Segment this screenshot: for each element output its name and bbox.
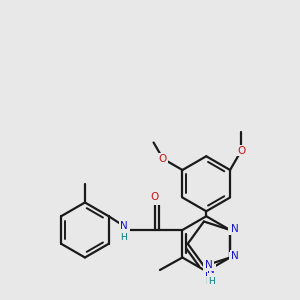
Text: H: H: [206, 277, 212, 286]
Text: N: N: [207, 265, 215, 275]
Text: N: N: [204, 261, 212, 271]
Text: H: H: [208, 277, 214, 286]
Text: N: N: [231, 251, 239, 261]
Text: O: O: [237, 146, 245, 155]
Text: N: N: [205, 268, 213, 278]
Text: N: N: [230, 253, 238, 262]
Text: N: N: [120, 221, 128, 231]
Text: H: H: [122, 234, 128, 243]
Text: N: N: [229, 224, 236, 234]
Text: N: N: [205, 260, 213, 270]
Text: H: H: [120, 233, 127, 242]
Text: O: O: [159, 154, 167, 164]
Text: O: O: [237, 146, 245, 155]
Text: N: N: [121, 223, 129, 232]
Text: O: O: [151, 194, 159, 204]
Text: N: N: [231, 224, 239, 234]
Text: O: O: [159, 154, 167, 164]
Text: O: O: [151, 193, 159, 202]
